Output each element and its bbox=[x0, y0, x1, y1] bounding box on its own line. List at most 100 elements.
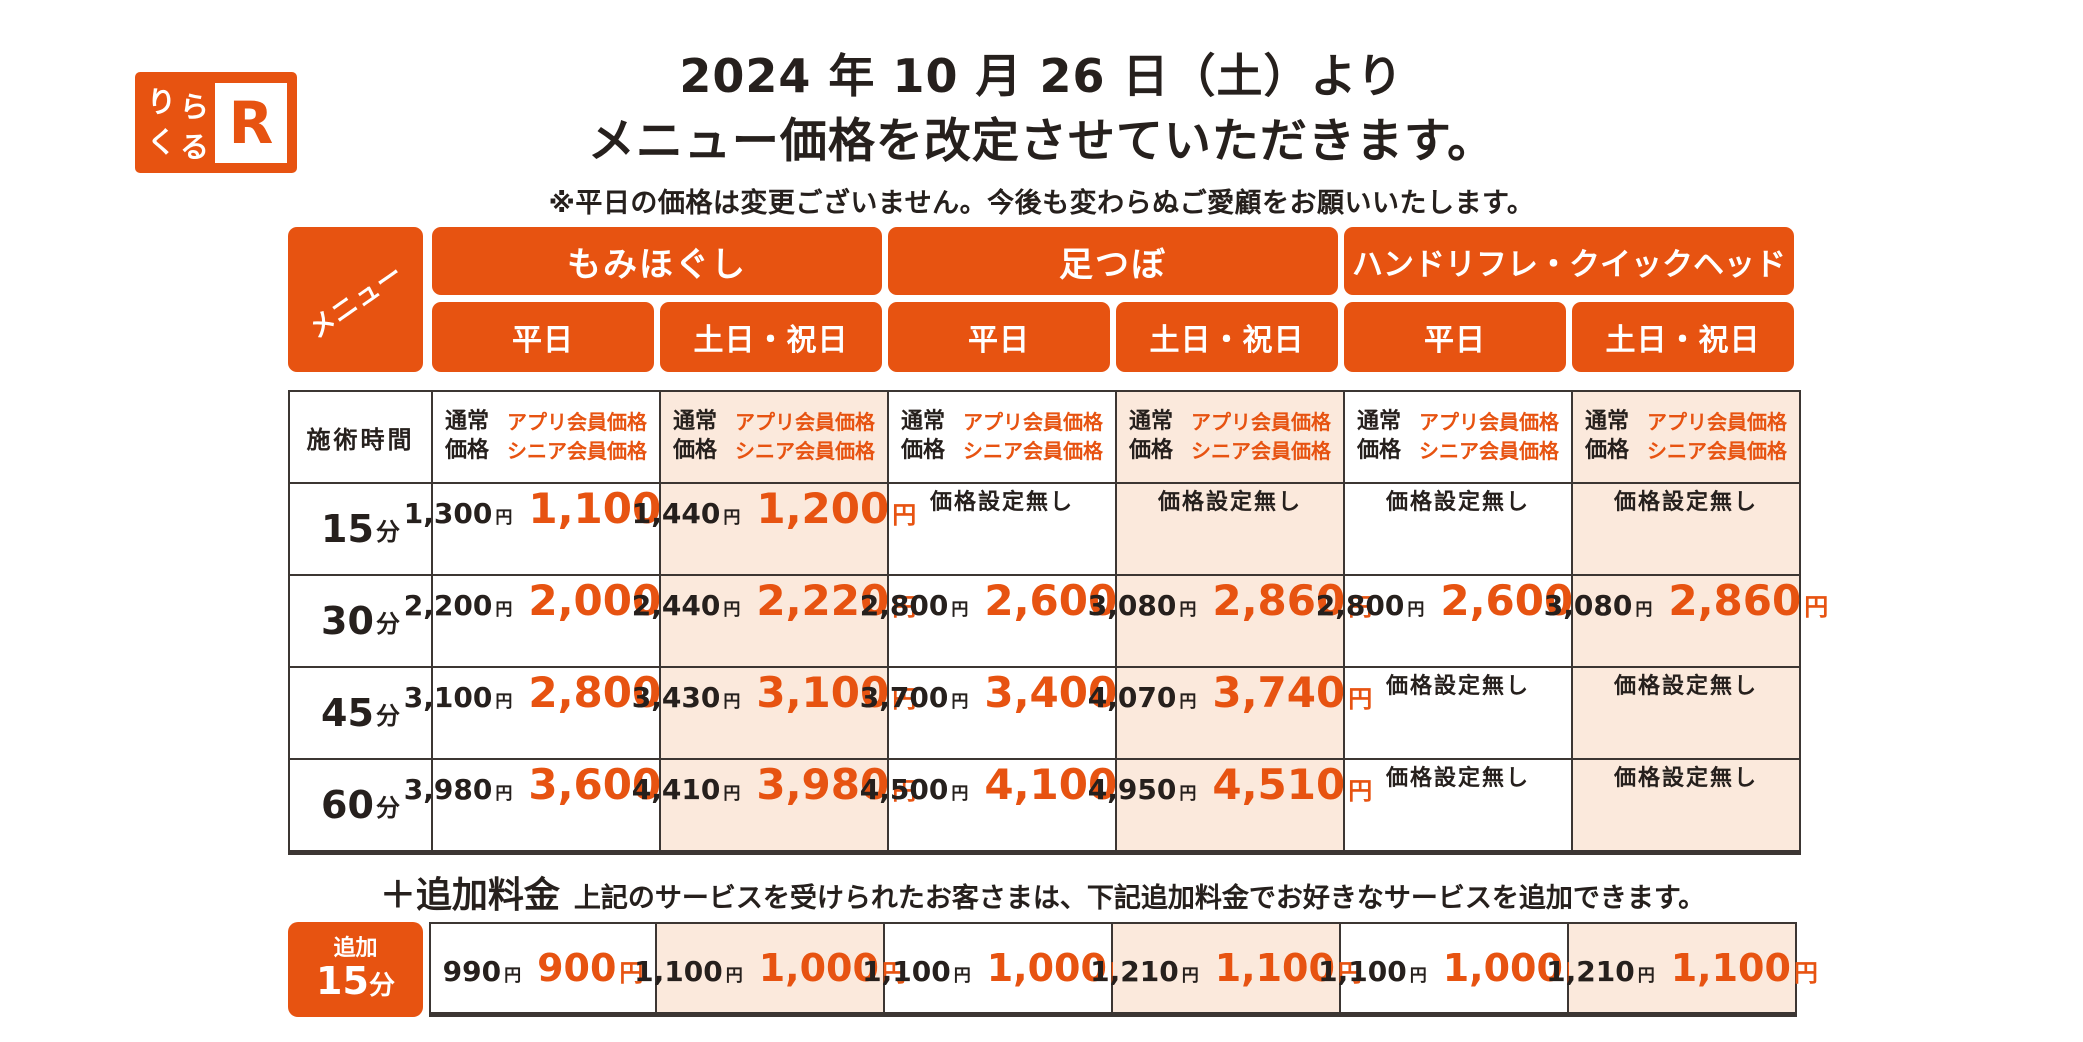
price-column-header-cell: 通常 価格 アプリ会員価格 シニア会員価格 bbox=[887, 392, 1115, 482]
time-unit: 分 bbox=[375, 793, 400, 822]
normal-price: 4,410 bbox=[631, 773, 721, 806]
price-cell: 価格設定無し bbox=[1343, 482, 1571, 574]
normal-price-header: 通常 価格 bbox=[673, 408, 717, 465]
normal-price-header-line: 価格 bbox=[672, 438, 717, 463]
normal-price-header-line: 価格 bbox=[1128, 438, 1173, 463]
menu-label-cell: メニュー bbox=[288, 227, 423, 372]
member-price-header-line: シニア会員価格 bbox=[963, 439, 1103, 463]
time-header-label: 施術時間 bbox=[306, 425, 415, 454]
normal-price-header-line: 価格 bbox=[444, 438, 489, 463]
yen-unit: 円 bbox=[1793, 959, 1818, 987]
no-price-label: 価格設定無し bbox=[929, 490, 1074, 515]
member-price: 4,100 bbox=[984, 760, 1118, 809]
logo-kana-2: ら bbox=[179, 90, 209, 124]
addon-time-label: 追加 bbox=[333, 935, 378, 961]
member-price-header: アプリ会員価格 シニア会員価格 bbox=[1419, 408, 1559, 466]
yen-unit: 円 bbox=[1348, 593, 1373, 621]
member-price: 3,600 bbox=[528, 760, 662, 809]
normal-price-header: 通常 価格 bbox=[445, 408, 489, 465]
addon-price-pair: 1,210 円 1,100 円 bbox=[1090, 946, 1362, 990]
no-price-label: 価格設定無し bbox=[1157, 490, 1302, 515]
menu-label: メニュー bbox=[304, 258, 410, 345]
normal-price: 2,800 bbox=[859, 589, 949, 622]
normal-price: 2,200 bbox=[403, 589, 493, 622]
yen-unit: 円 bbox=[504, 966, 522, 986]
price-column-header-cell: 通常 価格 アプリ会員価格 シニア会員価格 bbox=[659, 392, 887, 482]
no-price-label: 価格設定無し bbox=[1385, 766, 1530, 791]
price-column-header-cell: 通常 価格 アプリ会員価格 シニア会員価格 bbox=[1571, 392, 1799, 482]
price-cell: 価格設定無し bbox=[1571, 666, 1799, 758]
member-price: 2,600 bbox=[1440, 576, 1574, 625]
yen-unit: 円 bbox=[892, 777, 917, 805]
price-cell: 価格設定無し bbox=[887, 482, 1115, 574]
normal-price-header: 通常 価格 bbox=[1585, 408, 1629, 465]
member-price-header-line: シニア会員価格 bbox=[735, 439, 875, 463]
yen-unit: 円 bbox=[495, 508, 513, 528]
yen-unit: 円 bbox=[723, 692, 741, 712]
title-date-line: 2024 年 10 月 26 日（土）より bbox=[679, 49, 1404, 103]
normal-price: 3,100 bbox=[403, 681, 493, 714]
member-price: 1,000 bbox=[986, 946, 1107, 990]
price-cell: 3,080 円 2,860 円 bbox=[1088, 574, 1372, 666]
normal-price: 4,070 bbox=[1087, 681, 1177, 714]
normal-price: 1,100 bbox=[1318, 955, 1407, 988]
yen-unit: 円 bbox=[1181, 966, 1199, 986]
addon-price-pair: 990 円 900 円 bbox=[443, 946, 644, 990]
no-price-label: 価格設定無し bbox=[1613, 490, 1758, 515]
member-price-header: アプリ会員価格 シニア会員価格 bbox=[507, 408, 647, 466]
normal-price-header: 通常 価格 bbox=[901, 408, 945, 465]
member-price: 2,860 bbox=[1212, 576, 1346, 625]
normal-price-header-line: 通常 bbox=[1128, 409, 1173, 435]
title-main-line: メニュー価格を改定させていただきます。 bbox=[587, 114, 1496, 169]
yen-unit: 円 bbox=[953, 966, 971, 986]
normal-price: 1,100 bbox=[634, 955, 723, 988]
price-column-header-cell: 通常 価格 アプリ会員価格 シニア会員価格 bbox=[431, 392, 659, 482]
time-value: 45 bbox=[321, 691, 374, 735]
logo-kana-4: る bbox=[179, 130, 209, 164]
member-price: 3,980 bbox=[756, 760, 890, 809]
normal-price: 3,080 bbox=[1543, 589, 1633, 622]
normal-price: 4,950 bbox=[1087, 773, 1177, 806]
yen-unit: 円 bbox=[1348, 685, 1373, 713]
yen-unit: 円 bbox=[725, 966, 743, 986]
pricing-table: 施術時間 通常 価格 アプリ会員価格 シニア会員価格 通常 価格 アプリ会員価格 シニア会員価格… bbox=[288, 390, 1828, 855]
yen-unit: 円 bbox=[495, 600, 513, 620]
day-header-weekday-2: 平日 bbox=[888, 302, 1110, 372]
service-header-handrefle-quickhead: ハンドリフレ・クイックヘッド bbox=[1344, 227, 1794, 295]
time-cell: 60 分 bbox=[290, 758, 431, 850]
no-price-label: 価格設定無し bbox=[1385, 490, 1530, 515]
member-price-header-line: アプリ会員価格 bbox=[1419, 410, 1559, 434]
member-price: 1,000 bbox=[758, 946, 879, 990]
logo-r-mark: R bbox=[215, 82, 287, 163]
time-value: 30 bbox=[321, 599, 374, 643]
yen-unit: 円 bbox=[1179, 600, 1197, 620]
time-value: 15 bbox=[321, 507, 374, 551]
member-price: 2,800 bbox=[528, 668, 662, 717]
member-price-header-line: アプリ会員価格 bbox=[507, 410, 647, 434]
normal-price-header: 通常 価格 bbox=[1357, 408, 1401, 465]
yen-unit: 円 bbox=[723, 784, 741, 804]
yen-unit: 円 bbox=[1179, 692, 1197, 712]
addon-price-pair: 1,210 円 1,100 円 bbox=[1546, 946, 1818, 990]
no-price-label: 価格設定無し bbox=[1613, 766, 1758, 791]
menu-header: メニュー もみほぐし 足つぼ ハンドリフレ・クイックヘッド 平日 土日・祝日 平… bbox=[288, 227, 1797, 372]
member-price-header: アプリ会員価格 シニア会員価格 bbox=[735, 408, 875, 466]
member-price: 1,100 bbox=[1670, 946, 1791, 990]
member-price: 2,860 bbox=[1668, 576, 1802, 625]
normal-price: 2,440 bbox=[631, 589, 721, 622]
member-price: 900 bbox=[537, 946, 617, 990]
service-header-ashitsubo: 足つぼ bbox=[888, 227, 1338, 295]
normal-price-header-line: 通常 bbox=[1356, 409, 1401, 435]
normal-price-header: 通常 価格 bbox=[1129, 408, 1173, 465]
member-price-header-line: シニア会員価格 bbox=[1419, 439, 1559, 463]
member-price: 3,740 bbox=[1212, 668, 1346, 717]
price-cell: 価格設定無し bbox=[1571, 482, 1799, 574]
member-price-header: アプリ会員価格 シニア会員価格 bbox=[1191, 408, 1331, 466]
member-price: 2,000 bbox=[528, 576, 662, 625]
